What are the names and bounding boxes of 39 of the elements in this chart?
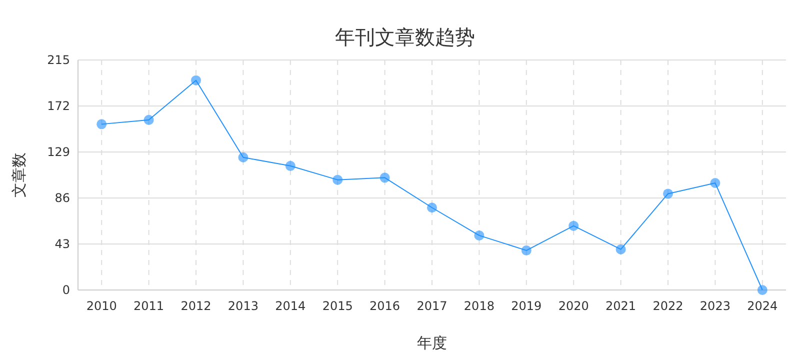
- point: [285, 160, 296, 171]
- x-tick-label: 2011: [134, 299, 164, 313]
- point: [663, 188, 673, 199]
- point: [96, 119, 107, 130]
- y-tick-label: 172: [47, 99, 70, 114]
- point: [427, 202, 437, 213]
- x-axis-title: 年度: [417, 334, 447, 352]
- point: [757, 285, 768, 295]
- x-tick-label: 2010: [86, 299, 117, 313]
- point: [380, 172, 390, 183]
- x-tick-label: 2024: [747, 299, 778, 313]
- y-axis-title: 文章数: [10, 152, 28, 198]
- x-tick-label: 2012: [180, 299, 212, 313]
- x-tick-label: 2023: [700, 299, 730, 313]
- y-tick-label: 86: [54, 191, 70, 206]
- x-tick-label: 2017: [416, 299, 448, 313]
- point: [191, 75, 201, 86]
- point: [616, 244, 626, 254]
- x-tick-label: 2016: [370, 299, 400, 313]
- x-tick-label: 2022: [652, 299, 684, 313]
- y-tick-label: 129: [47, 145, 70, 160]
- x-tick-label: 2018: [464, 299, 494, 313]
- x-tick-label: 2015: [322, 299, 353, 313]
- point: [710, 178, 720, 188]
- x-tick-label: 2020: [558, 299, 589, 313]
- x-tick-label: 2019: [511, 299, 542, 313]
- point: [332, 174, 343, 185]
- y-tick-label: 0: [62, 283, 70, 298]
- point: [144, 114, 154, 125]
- point: [474, 230, 484, 240]
- chart-title: 年刊文章数趋势: [335, 25, 475, 49]
- x-tick-label: 2014: [275, 299, 306, 313]
- y-tick-label: 43: [54, 237, 70, 252]
- point: [521, 245, 532, 256]
- y-tick-label: 215: [47, 53, 70, 68]
- x-tick-label: 2021: [606, 299, 636, 313]
- x-tick-label: 2013: [228, 299, 258, 313]
- point: [238, 152, 248, 162]
- point: [568, 220, 579, 231]
